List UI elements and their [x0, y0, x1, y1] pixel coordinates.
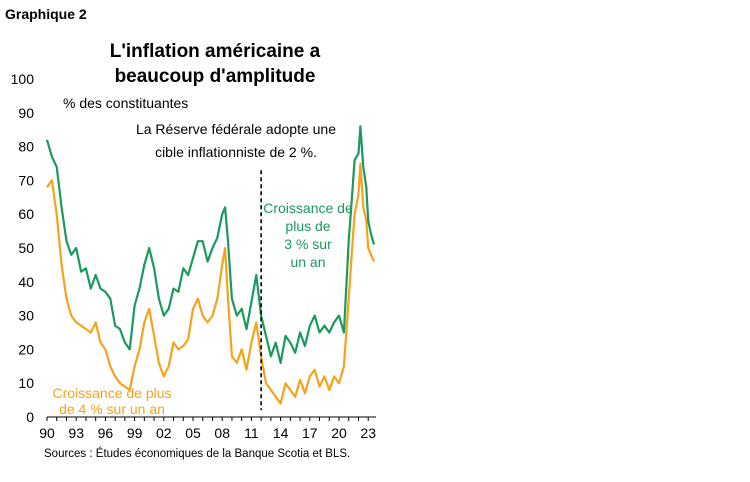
x-tick-label: 20 [331, 425, 347, 441]
y-tick-label: 20 [18, 341, 34, 357]
x-tick-label: 23 [360, 425, 376, 441]
series-label-orange-line-2: de 4 % sur un an [59, 401, 165, 417]
y-tick-label: 100 [11, 71, 35, 87]
x-tick-label: 93 [68, 425, 84, 441]
y-tick-label: 80 [18, 139, 34, 155]
x-tick-label: 96 [98, 425, 114, 441]
y-tick-label: 0 [26, 409, 34, 425]
series-label-green-line-2: plus de [285, 218, 330, 234]
series-label-orange-line-1: Croissance de plus [52, 385, 171, 401]
y-axis: 0 10 20 30 40 50 60 70 80 90 100 [11, 71, 35, 425]
y-tick-label: 40 [18, 274, 34, 290]
series-layer [45, 125, 376, 405]
y-tick-label: 30 [18, 308, 34, 324]
y-axis-label: % des constituantes [63, 95, 188, 111]
chart-title-line-1: L'inflation américaine a [110, 41, 321, 62]
x-tick-label: 14 [273, 425, 289, 441]
x-tick-label: 02 [156, 425, 172, 441]
y-tick-label: 10 [18, 375, 34, 391]
chart-title: L'inflation américaine a beaucoup d'ampl… [110, 41, 321, 87]
series-label-green-line-1: Croissance de [263, 200, 353, 216]
event-annotation: La Réserve fédérale adopte une cible inf… [136, 121, 336, 160]
series-label-orange: Croissance de plus de 4 % sur un an [52, 385, 171, 417]
x-tick-label: 08 [214, 425, 230, 441]
chart-title-line-2: beaucoup d'amplitude [115, 66, 316, 87]
event-annotation-line-1: La Réserve fédérale adopte une [136, 121, 336, 137]
sources-note: Sources : Études économiques de la Banqu… [44, 447, 350, 460]
series-line-green [45, 125, 376, 364]
series-line-orange [46, 162, 376, 405]
y-tick-label: 70 [18, 172, 34, 188]
x-tick-label: 99 [127, 425, 143, 441]
y-tick-label: 60 [18, 206, 34, 222]
y-tick-label: 50 [18, 240, 34, 256]
series-label-green-line-4: un an [290, 254, 325, 270]
figure-label: Graphique 2 [5, 6, 87, 22]
x-tick-label: 17 [302, 425, 318, 441]
event-annotation-line-2: cible inflationniste de 2 %. [155, 144, 317, 160]
x-axis: 90 93 96 99 02 05 08 11 14 17 20 23 [39, 416, 376, 441]
y-tick-label: 90 [18, 105, 34, 121]
x-tick-label: 11 [244, 425, 259, 441]
x-tick-label: 90 [39, 425, 55, 441]
x-tick-label: 05 [185, 425, 201, 441]
series-label-green: Croissance de plus de 3 % sur un an [263, 200, 353, 270]
series-label-green-line-3: 3 % sur [284, 236, 332, 252]
